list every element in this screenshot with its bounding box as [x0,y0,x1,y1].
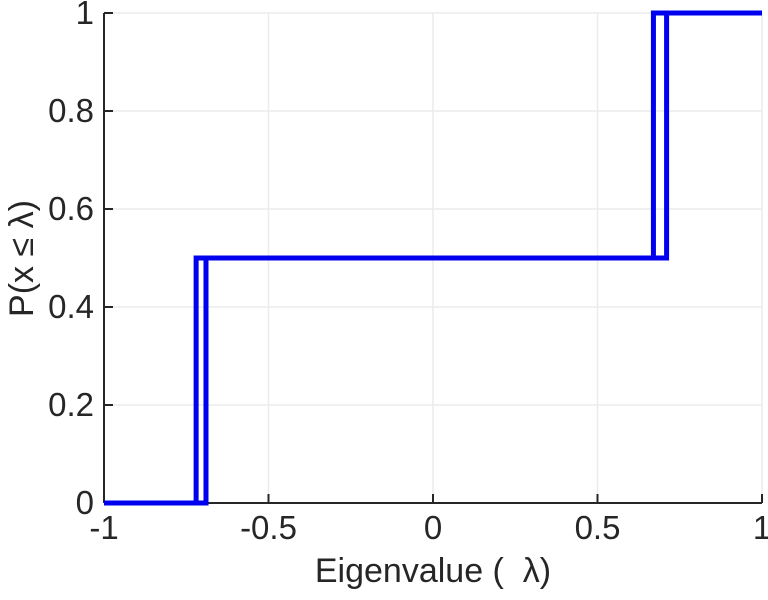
x-axis-label: Eigenvalue ( λ) [314,552,552,590]
y-tick-label: 1 [75,0,94,31]
y-tick-label: 0.8 [48,92,94,129]
x-tick-label: 0.5 [574,509,621,546]
y-tick-label: 0 [75,484,94,521]
y-tick-label: 0.4 [48,288,94,325]
x-tick-label: -0.5 [240,509,297,546]
ecdf-curve-2 [104,10,762,506]
x-tick-label: -1 [89,509,119,546]
x-tick-label: 1 [752,509,768,546]
y-tick-label: 0.6 [48,190,94,227]
y-axis-label-box: P(x ≤ λ) [0,13,44,503]
x-tick-label: 0 [423,509,443,546]
y-tick-label: 0.2 [48,386,94,423]
